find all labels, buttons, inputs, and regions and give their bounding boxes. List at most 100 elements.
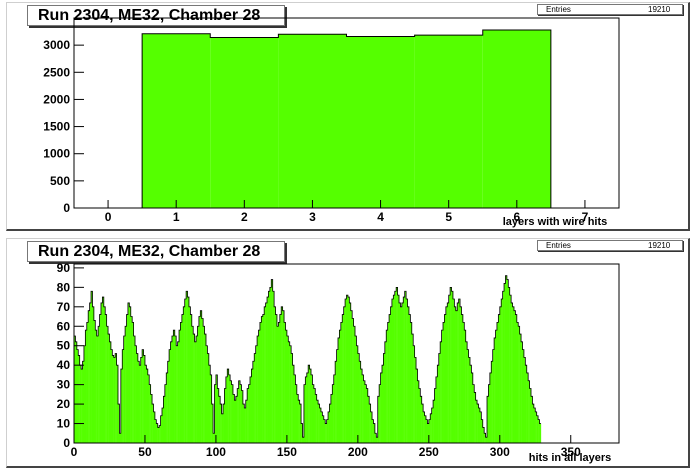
bar	[293, 374, 296, 443]
y-tick-label: 0	[63, 436, 70, 450]
bar	[438, 353, 441, 443]
bar	[377, 396, 380, 443]
bar	[318, 404, 320, 443]
bar	[86, 322, 89, 443]
bar	[279, 314, 282, 443]
bar	[352, 318, 354, 443]
bar	[191, 326, 194, 443]
bar	[404, 291, 407, 443]
bar	[245, 400, 248, 443]
bar	[166, 372, 168, 443]
bar	[350, 310, 353, 443]
bar	[506, 279, 509, 443]
bar	[159, 425, 161, 443]
bar	[241, 390, 244, 443]
bar	[356, 345, 359, 443]
bar	[251, 369, 254, 443]
bar	[264, 306, 266, 443]
bar	[448, 295, 451, 443]
bar	[257, 335, 259, 443]
bar	[125, 326, 127, 443]
bar	[108, 334, 110, 443]
bar	[200, 310, 202, 443]
bar	[522, 349, 525, 443]
bar	[74, 335, 76, 443]
x-axis-title: layers with wire hits	[503, 216, 608, 228]
bar	[454, 306, 456, 443]
bar	[411, 334, 414, 443]
x-tick-label: 3	[309, 210, 316, 224]
top-stats-value: 19210	[648, 5, 671, 14]
bar	[284, 322, 286, 443]
bar	[240, 384, 242, 443]
x-tick-label: 350	[561, 445, 581, 459]
bar	[265, 302, 268, 443]
bar	[149, 384, 151, 443]
plot-frame	[73, 263, 620, 444]
bar	[462, 322, 465, 443]
bar	[247, 388, 249, 443]
bar	[238, 380, 241, 443]
bar	[140, 357, 143, 443]
bar	[231, 384, 234, 443]
bar	[203, 326, 205, 443]
bar	[213, 433, 215, 443]
bar	[479, 411, 482, 443]
bar	[106, 326, 109, 443]
bar	[154, 419, 157, 443]
bar	[81, 369, 83, 443]
bar	[433, 400, 435, 443]
bar	[153, 411, 156, 443]
y-tick-label: 0	[63, 201, 70, 215]
bar	[393, 295, 395, 443]
bar	[396, 287, 398, 443]
bar	[205, 345, 208, 443]
x-tick-label: 4	[377, 210, 384, 224]
bar	[406, 299, 408, 443]
bar	[384, 341, 387, 443]
bar	[374, 433, 377, 443]
bar	[491, 361, 493, 443]
bar	[302, 437, 305, 443]
x-tick-label: 200	[348, 445, 368, 459]
bar	[98, 326, 100, 443]
bar	[451, 291, 454, 443]
bar	[373, 423, 376, 443]
bar	[414, 357, 417, 443]
bar	[532, 404, 535, 443]
bar	[457, 302, 459, 443]
bottom-stats-box: Entries 19210	[537, 240, 683, 251]
bar	[242, 404, 245, 443]
bar	[342, 314, 344, 443]
bar	[237, 388, 239, 443]
x-tick-label: 6	[513, 210, 520, 224]
bar	[204, 334, 207, 443]
bar	[408, 314, 411, 443]
bar	[366, 388, 368, 443]
bar	[346, 36, 415, 209]
bar	[268, 291, 271, 443]
bar	[423, 411, 425, 443]
bar	[176, 345, 178, 443]
bar	[169, 349, 171, 443]
bar	[440, 341, 442, 443]
bar	[295, 384, 298, 443]
bar	[312, 384, 315, 443]
bar	[443, 322, 445, 443]
bar	[330, 394, 333, 443]
bar	[150, 394, 153, 443]
x-tick-label: 150	[277, 445, 297, 459]
bar	[325, 423, 327, 443]
bar	[509, 295, 512, 443]
chart-bottom: 0 50 100 150 200 250 300 3500102030405060708090…	[57, 261, 620, 464]
bar	[498, 314, 500, 443]
bar	[296, 394, 299, 443]
bar	[272, 291, 275, 443]
bar	[309, 369, 312, 443]
bar	[515, 314, 518, 443]
bar	[469, 365, 472, 443]
bar	[308, 365, 310, 443]
x-tick-label: 7	[582, 210, 589, 224]
bar	[487, 396, 489, 443]
bar	[467, 349, 469, 443]
